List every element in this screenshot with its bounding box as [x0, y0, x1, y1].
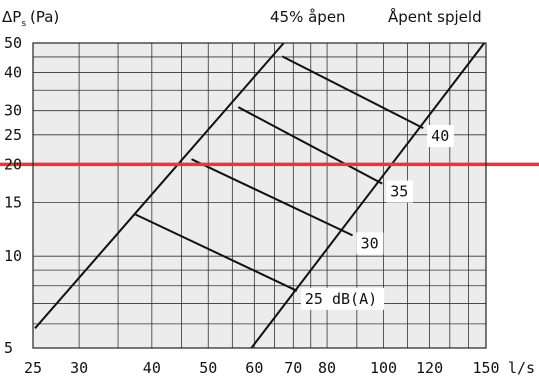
- x-tick-label: 70: [284, 359, 302, 377]
- sound-line-1: [191, 158, 354, 237]
- plot-background: [33, 43, 486, 348]
- y-tick-label: 40: [4, 64, 22, 82]
- x-tick-label: 100: [370, 359, 397, 377]
- x-axis-unit: l/s: [508, 359, 535, 377]
- sound-lines-layer: [135, 55, 424, 292]
- y-tick-label: 50: [4, 34, 22, 52]
- sound-line-2: [237, 106, 383, 185]
- x-tick-label: 150: [472, 359, 499, 377]
- x-tick-label: 40: [143, 359, 161, 377]
- sound-label-bg-3: [427, 125, 454, 148]
- x-tick-label: 50: [199, 359, 217, 377]
- y-tick-label: 20: [4, 155, 22, 173]
- x-tick-label: 25: [24, 359, 42, 377]
- sound-label-3: 40: [431, 127, 449, 145]
- plot-frame: [32, 42, 487, 349]
- y-tick-label: 30: [4, 102, 22, 120]
- sound-line-3: [281, 55, 424, 129]
- sound-label-2: 35: [390, 183, 408, 201]
- y-tick-label: 5: [4, 339, 13, 357]
- y-tick-label: 25: [4, 126, 22, 144]
- sound-label-bg-1: [356, 232, 384, 255]
- sound-labels-layer: 25 dB(A) 30 35 40: [300, 125, 454, 310]
- series-layer: [34, 42, 486, 349]
- x-tick-label: 80: [318, 359, 336, 377]
- series-line-1: [250, 42, 486, 349]
- series-label-45-open: 45% åpen: [270, 8, 346, 26]
- series-label-open-damper: Åpent spjeld: [388, 7, 482, 26]
- x-tick-label: 30: [70, 359, 88, 377]
- y-tick-label: 10: [4, 247, 22, 265]
- x-tick-label: 120: [416, 359, 443, 377]
- sound-label-1: 30: [361, 234, 379, 252]
- y-tick-label: 15: [4, 193, 22, 211]
- sound-label-0: 25 dB(A): [305, 290, 377, 308]
- sound-line-0: [135, 213, 298, 292]
- x-tick-label: 60: [245, 359, 263, 377]
- y-axis-title: ΔPs (Pa): [2, 8, 59, 29]
- series-line-0: [34, 42, 285, 329]
- sound-label-bg-2: [386, 180, 414, 203]
- sound-label-bg-0: [300, 287, 385, 310]
- tick-labels-layer: 25 30 40 50 60 70 80 100 120 150 5 10 15 20 25 30 40 50: [4, 34, 500, 377]
